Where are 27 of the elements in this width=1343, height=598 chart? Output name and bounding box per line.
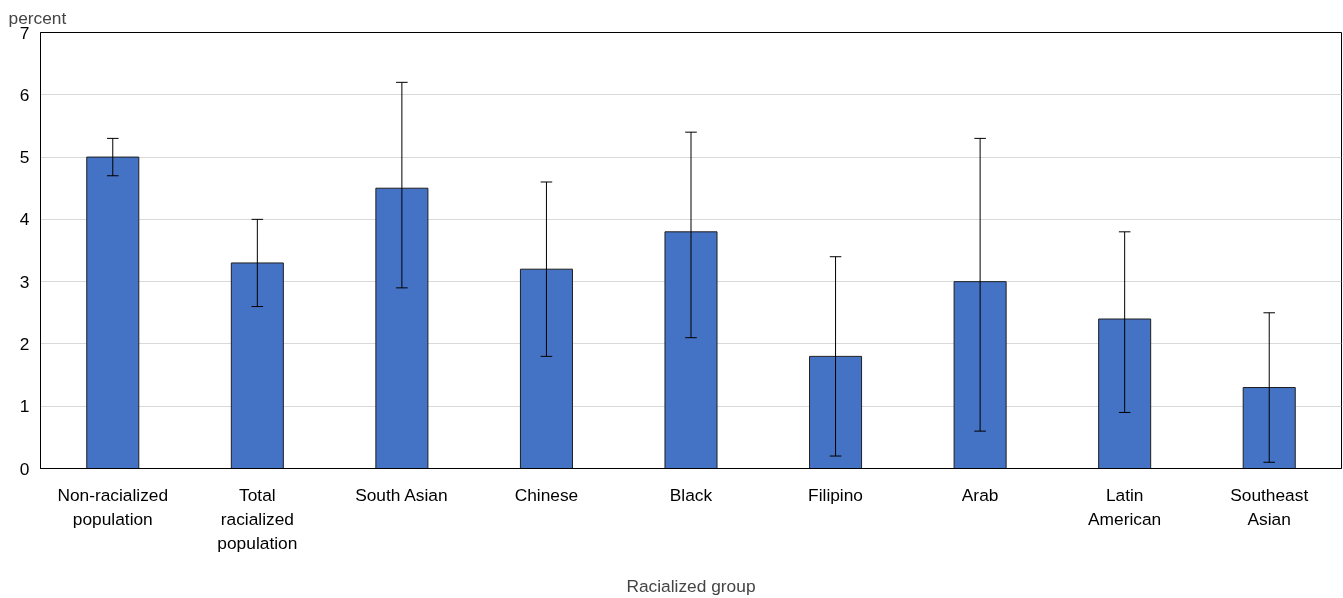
bar xyxy=(519,268,573,469)
x-tick-label: South Asian xyxy=(355,484,448,505)
y-tick-label: 5 xyxy=(19,147,30,168)
bar xyxy=(86,156,140,469)
y-axis-title: percent xyxy=(8,7,67,28)
bar xyxy=(375,187,429,469)
x-tick-label: Non-racialized population xyxy=(57,484,169,529)
x-tick-label: Latin American xyxy=(1088,484,1162,529)
x-axis-title: Racialized group xyxy=(626,575,756,596)
bar xyxy=(664,231,718,469)
x-tick-label: Filipino xyxy=(808,484,864,505)
bar xyxy=(809,355,863,469)
bar xyxy=(1098,318,1152,469)
bar xyxy=(1242,387,1296,469)
y-tick-label: 3 xyxy=(19,271,30,292)
y-tick-label: 0 xyxy=(19,458,30,479)
y-tick-label: 1 xyxy=(19,396,30,417)
x-tick-label: Black xyxy=(669,484,713,505)
x-tick-label: Chinese xyxy=(514,484,579,505)
bar xyxy=(953,281,1007,469)
x-tick-label: Southeast Asian xyxy=(1230,484,1309,529)
x-tick-label: Total racialized population xyxy=(217,484,298,553)
x-tick-label: Arab xyxy=(961,484,999,505)
y-tick-label: 4 xyxy=(19,209,30,230)
y-tick-label: 6 xyxy=(19,84,30,105)
bar xyxy=(230,262,284,469)
y-tick-label: 2 xyxy=(19,333,30,354)
